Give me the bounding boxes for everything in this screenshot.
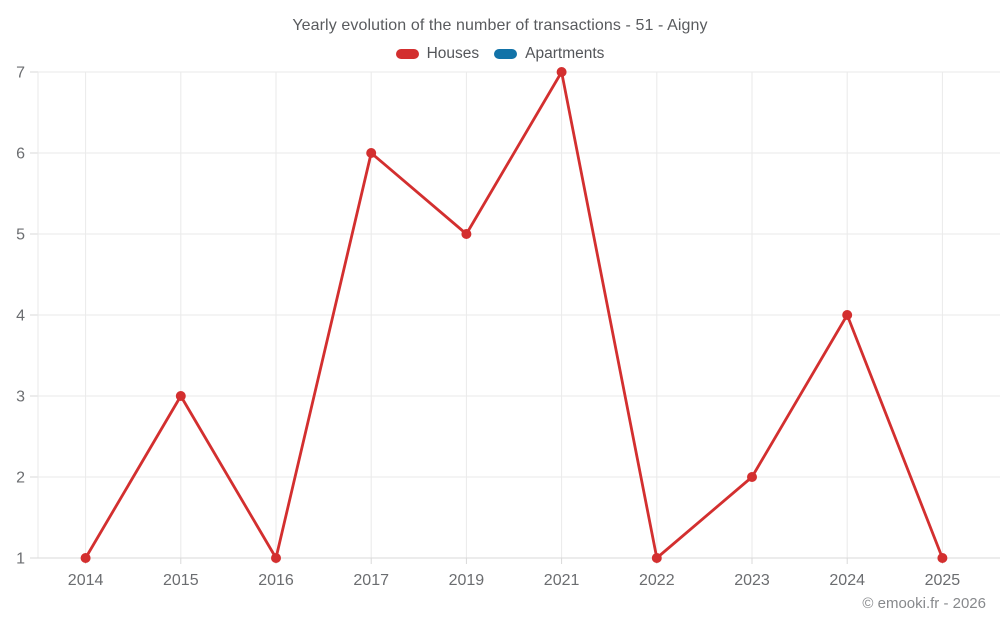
x-axis-label: 2023	[734, 572, 770, 589]
y-axis-label: 1	[16, 551, 25, 568]
x-axis-label: 2019	[449, 572, 485, 589]
copyright-footer: © emooki.fr - 2026	[862, 595, 986, 612]
houses-point[interactable]	[80, 553, 91, 563]
x-axis-label: 2014	[68, 572, 104, 589]
chart-title: Yearly evolution of the number of transa…	[292, 17, 708, 34]
houses-point[interactable]	[461, 229, 472, 239]
houses-swatch-icon	[395, 49, 419, 59]
x-axis-label: 2025	[925, 572, 961, 589]
houses-point[interactable]	[842, 310, 853, 320]
y-axis-label: 4	[16, 308, 25, 325]
y-axis-label: 7	[16, 65, 25, 82]
x-axis-label: 2024	[829, 572, 865, 589]
houses-point[interactable]	[366, 148, 377, 158]
houses-point[interactable]	[651, 553, 662, 563]
houses-point[interactable]	[747, 472, 757, 482]
x-axis-label: 2022	[639, 572, 675, 589]
apartments-swatch-icon	[494, 49, 518, 59]
legend-label-apartments: Apartments	[525, 45, 605, 62]
y-axis-label: 5	[16, 227, 25, 244]
legend: Houses Apartments	[0, 45, 1000, 63]
houses-point[interactable]	[271, 553, 281, 563]
legend-item-houses[interactable]: Houses	[395, 45, 480, 63]
y-axis-label: 6	[16, 146, 25, 163]
houses-point[interactable]	[175, 391, 186, 401]
houses-point[interactable]	[937, 553, 948, 563]
legend-item-apartments[interactable]: Apartments	[494, 45, 604, 63]
y-axis-label: 3	[16, 389, 25, 406]
x-axis-label: 2017	[353, 572, 389, 589]
x-axis-label: 2016	[258, 572, 294, 589]
x-axis-label: 2021	[544, 572, 580, 589]
houses-line	[84, 70, 944, 560]
x-axis-label: 2015	[163, 572, 199, 589]
houses-point[interactable]	[556, 67, 567, 77]
legend-label-houses: Houses	[426, 45, 480, 62]
y-axis-label: 2	[16, 470, 25, 487]
